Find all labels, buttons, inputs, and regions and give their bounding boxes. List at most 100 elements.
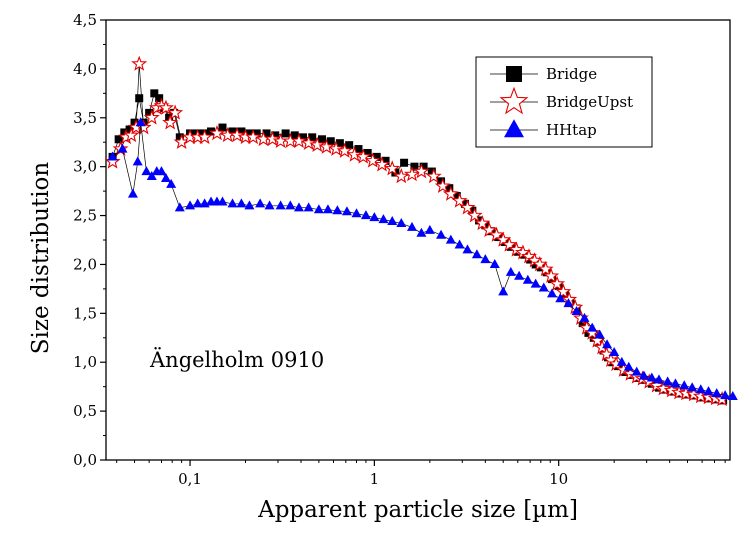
data-point [300,134,317,150]
data-point [175,133,184,142]
data-point [623,361,634,371]
legend-item: BridgeUpst [490,86,633,115]
data-point [326,137,335,146]
data-point [543,267,560,283]
data-point [468,206,477,215]
legend-item: Bridge [490,65,597,83]
data-point [646,372,657,382]
data-point [670,378,681,388]
legend-marker [504,119,524,138]
data-point [602,339,613,349]
data-point [364,152,381,168]
data-point [245,128,262,145]
y-tick-label: 4,0 [73,60,97,78]
data-point [474,214,491,231]
data-point [363,148,372,157]
legend-marker [499,86,529,115]
data-point [131,55,148,71]
data-point [303,202,314,212]
data-point [141,166,152,176]
data-point [508,241,525,257]
legend-item: HHtap [490,119,597,139]
data-point [655,380,672,396]
data-point [410,162,419,171]
data-point [419,162,428,171]
data-point [318,135,327,144]
data-point [589,333,598,342]
data-point [228,127,237,136]
data-point [387,216,398,226]
data-point [416,227,427,237]
data-point [104,153,121,169]
data-point [135,117,146,127]
data-point [480,254,491,264]
data-point [262,129,271,138]
data-point [451,192,468,208]
data-point [229,126,246,143]
data-point [638,370,649,380]
data-point [281,129,290,138]
data-point [146,171,157,181]
y-tick-label: 3,0 [73,158,97,176]
data-point [427,167,436,176]
x-tick-label: 10 [549,470,568,488]
data-point [174,202,185,212]
data-point [264,130,281,147]
data-point [332,205,343,215]
legend-label: HHtap [546,121,597,139]
data-point [425,168,442,184]
legend-label: BridgeUpst [546,93,633,111]
data-point [720,390,731,400]
data-point [127,188,138,198]
x-tick-label: 1 [370,470,380,488]
data-point [162,114,179,130]
data-point [120,128,129,137]
data-point [322,204,333,214]
y-tick-label: 1,0 [73,353,97,371]
data-point [462,244,473,254]
data-point [594,329,605,339]
data-point [445,234,456,244]
data-point [293,202,304,212]
data-point [166,178,177,188]
data-point [587,322,598,332]
data-point [309,136,326,152]
data-point [522,274,533,284]
data-point [360,210,371,220]
data-point [275,200,286,210]
data-point [271,131,280,140]
data-point [255,198,266,208]
y-tick-label: 0,0 [73,451,97,469]
data-point [489,259,500,269]
data-point [400,158,409,167]
data-point [530,278,541,288]
data-point [117,143,128,153]
data-point [481,221,498,238]
data-point [687,382,698,392]
data-point [236,198,247,208]
axis-ticks: 0,0 0,5 1,0 1,5 2,0 2,5 3,0 3,5 4,0 4,5 0,1 1 10 [73,11,726,488]
data-point [653,374,664,384]
data-point [436,229,447,239]
data-point [445,184,454,193]
data-point [677,385,694,401]
data-point [578,319,587,328]
y-tick-label: 3,5 [73,109,97,127]
data-point [318,138,335,154]
data-point [579,312,590,322]
data-point [413,163,430,179]
data-point [454,239,465,249]
y-tick-label: 0,5 [73,402,97,420]
data-point [459,199,476,215]
data-point [245,129,254,138]
data-point [460,199,469,208]
data-point [335,139,344,148]
data-point [538,282,549,292]
data-point [160,173,171,182]
data-point [466,207,483,223]
series-layer [104,55,738,407]
y-tick-label: 4,5 [73,11,97,29]
data-point [703,386,714,396]
data-point [505,266,516,276]
